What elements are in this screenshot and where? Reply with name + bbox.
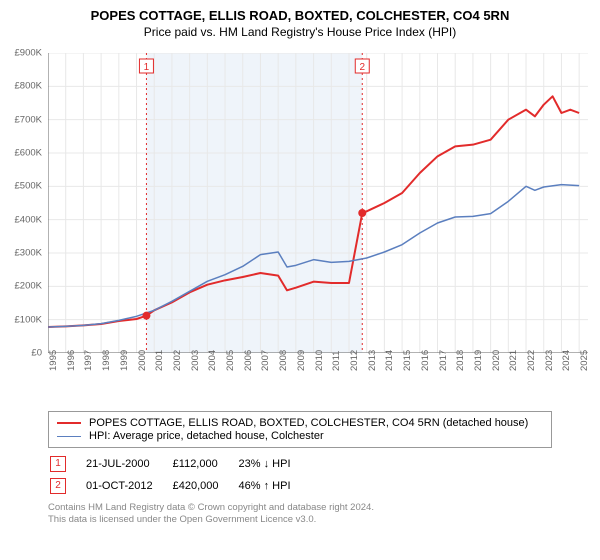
footer-attribution: Contains HM Land Registry data © Crown c… (48, 502, 552, 527)
x-tick-label: 2003 (190, 350, 201, 371)
chart-title-line1: POPES COTTAGE, ELLIS ROAD, BOXTED, COLCH… (8, 8, 592, 23)
chart-title-line2: Price paid vs. HM Land Registry's House … (8, 25, 592, 39)
legend-label: POPES COTTAGE, ELLIS ROAD, BOXTED, COLCH… (89, 417, 528, 429)
x-tick-label: 2016 (420, 350, 431, 371)
svg-text:2: 2 (359, 62, 365, 73)
x-tick-label: 2022 (526, 350, 537, 371)
x-tick-label: 2015 (402, 350, 413, 371)
x-tick-label: 2000 (137, 350, 148, 371)
y-tick-label: £500K (15, 181, 42, 192)
transaction-marker: 2 (50, 478, 66, 494)
transaction-diff: 46% ↑ HPI (239, 476, 309, 496)
x-tick-label: 2017 (438, 350, 449, 371)
x-tick-label: 2024 (561, 350, 572, 371)
transaction-price: £420,000 (173, 476, 237, 496)
transaction-date: 01-OCT-2012 (86, 476, 171, 496)
x-tick-label: 2006 (243, 350, 254, 371)
x-tick-label: 2011 (331, 351, 342, 371)
x-tick-label: 2002 (172, 350, 183, 371)
y-tick-label: £100K (15, 314, 42, 325)
x-tick-label: 2004 (207, 350, 218, 371)
x-tick-label: 2007 (260, 350, 271, 371)
x-tick-label: 2001 (154, 350, 165, 371)
x-tick-label: 2021 (508, 350, 519, 371)
legend-swatch (57, 436, 81, 437)
x-tick-label: 2019 (473, 350, 484, 371)
x-tick-label: 1999 (119, 350, 130, 371)
y-tick-label: £600K (15, 148, 42, 159)
chart-svg: 12 (48, 53, 588, 353)
x-tick-label: 2010 (314, 350, 325, 371)
x-tick-label: 2018 (455, 350, 466, 371)
svg-text:1: 1 (144, 62, 150, 73)
x-tick-label: 1995 (48, 350, 59, 371)
y-tick-label: £800K (15, 81, 42, 92)
x-tick-label: 2020 (491, 350, 502, 371)
legend-box: POPES COTTAGE, ELLIS ROAD, BOXTED, COLCH… (48, 411, 552, 448)
legend-row: HPI: Average price, detached house, Colc… (57, 430, 543, 442)
transaction-marker: 1 (50, 456, 66, 472)
transaction-price: £112,000 (173, 454, 237, 474)
x-tick-label: 2008 (278, 350, 289, 371)
x-tick-label: 1996 (66, 350, 77, 371)
transaction-diff: 23% ↓ HPI (239, 454, 309, 474)
transactions-table: 1 21-JUL-2000£112,00023% ↓ HPI 2 01-OCT-201… (48, 452, 311, 498)
x-tick-label: 2023 (544, 350, 555, 371)
x-tick-label: 2012 (349, 350, 360, 371)
transaction-date: 21-JUL-2000 (86, 454, 171, 474)
transaction-row: 2 01-OCT-2012£420,00046% ↑ HPI (50, 476, 309, 496)
x-tick-label: 2005 (225, 350, 236, 371)
legend-label: HPI: Average price, detached house, Colc… (89, 430, 324, 442)
x-axis-labels: 1995199619971998199920002001200220032004… (48, 359, 588, 399)
y-axis-labels: £0£100K£200K£300K£400K£500K£600K£700K£80… (8, 53, 44, 353)
legend-row: POPES COTTAGE, ELLIS ROAD, BOXTED, COLCH… (57, 417, 543, 429)
chart-area: £0 £100K £200K £300K £400K £500K £600K £700K £80… (8, 45, 592, 405)
x-tick-label: 2013 (367, 350, 378, 371)
x-tick-label: 2009 (296, 350, 307, 371)
y-tick-label: £300K (15, 248, 42, 259)
y-tick-label: £200K (15, 281, 42, 292)
y-tick-label: £700K (15, 114, 42, 125)
legend-swatch (57, 422, 81, 424)
footer-line-1: Contains HM Land Registry data © Crown c… (48, 502, 552, 514)
y-tick-label: £900K (15, 48, 42, 59)
footer-line-2: This data is licensed under the Open Gov… (48, 514, 552, 526)
x-tick-label: 2025 (579, 350, 590, 371)
x-tick-label: 1997 (83, 350, 94, 371)
y-tick-label: £0 (31, 348, 42, 359)
y-tick-label: £400K (15, 214, 42, 225)
transaction-row: 1 21-JUL-2000£112,00023% ↓ HPI (50, 454, 309, 474)
x-tick-label: 2014 (384, 350, 395, 371)
x-tick-label: 1998 (101, 350, 112, 371)
